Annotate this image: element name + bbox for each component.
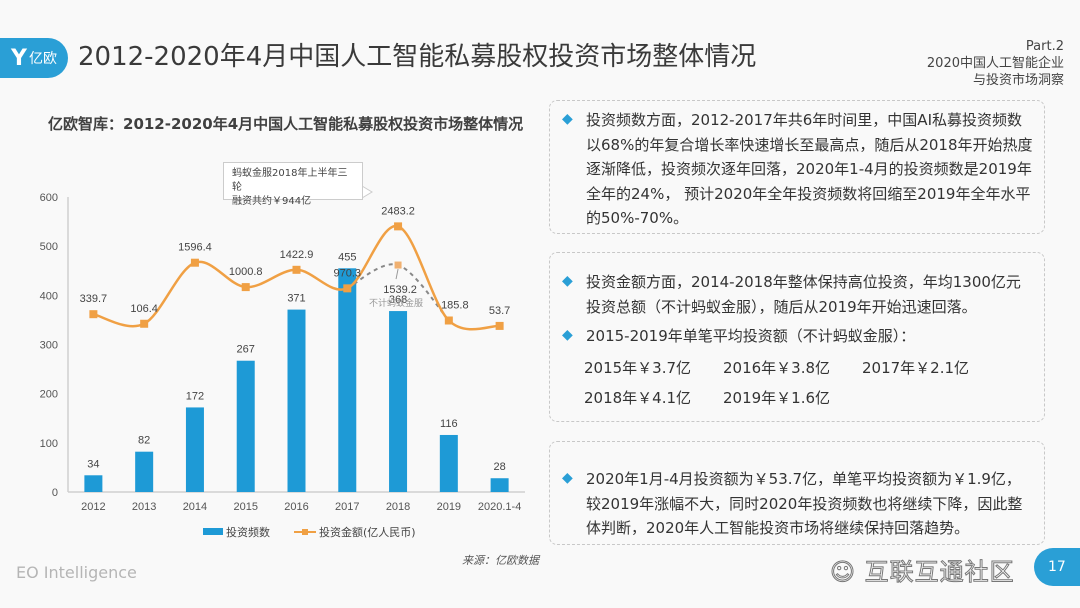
amount-marker bbox=[394, 222, 403, 231]
y-tick-label: 400 bbox=[40, 290, 58, 302]
y-tick-label: 100 bbox=[40, 438, 58, 450]
x-tick-label: 2015 bbox=[233, 501, 257, 513]
legend-bar-label: 投资频数 bbox=[226, 525, 270, 539]
bar bbox=[135, 451, 154, 492]
bar-value-label: 82 bbox=[138, 435, 150, 447]
y-tick-label: 200 bbox=[40, 389, 58, 401]
part-line-2: 与投资市场洞察 bbox=[972, 73, 1064, 88]
bar bbox=[185, 407, 204, 492]
bar-value-label: 172 bbox=[186, 390, 204, 402]
bar-value-label: 455 bbox=[338, 251, 356, 263]
part-line-1: 2020中国人工智能企业 bbox=[926, 56, 1064, 71]
amount-marker bbox=[444, 316, 453, 325]
avg-heading: 2015-2019年单笔平均投资额（不计蚂蚁金服）： bbox=[586, 327, 916, 345]
insight-panel-amount: ◆ 投资金额方面，2014-2018年整体保持高位投资，年均1300亿元投资总额… bbox=[549, 252, 1045, 422]
x-tick-label: 2019 bbox=[437, 501, 461, 513]
bar bbox=[236, 360, 255, 492]
section-label: Part.2 2020中国人工智能企业 与投资市场洞察 bbox=[927, 38, 1064, 89]
callout-line-2: 融资共约￥944亿 bbox=[232, 196, 312, 207]
x-tick-label: 2017 bbox=[335, 501, 359, 513]
bar bbox=[84, 475, 103, 492]
excl-ant-value-label: 1539.2 bbox=[383, 284, 417, 296]
avg-2019: 2019年￥1.6亿 bbox=[723, 389, 831, 407]
bar-value-label: 371 bbox=[287, 293, 305, 305]
amount-text: 投资金额方面，2014-2018年整体保持高位投资，年均1300亿元投资总额（不… bbox=[586, 273, 1021, 316]
watermark: ☺ 互联互通社区 bbox=[830, 552, 1015, 587]
avg-2018: 2018年￥4.1亿 bbox=[584, 389, 692, 407]
bar bbox=[490, 478, 509, 492]
bar-value-label: 116 bbox=[440, 418, 458, 430]
amount-marker bbox=[140, 319, 149, 328]
legend-line-marker bbox=[302, 529, 308, 535]
amount-value-label: 1596.4 bbox=[178, 242, 212, 254]
amount-value-label: 1422.9 bbox=[280, 249, 314, 261]
x-tick-label: 2018 bbox=[386, 501, 410, 513]
frequency-text: 投资频数方面，2012-2017年共6年时间里，中国AI私募投资频数以68%的年… bbox=[586, 111, 1033, 227]
y-tick-label: 600 bbox=[40, 192, 58, 204]
combo-chart: 0 100 200 300 400 500 600 2012 2013 2014 2015 2016 2… bbox=[40, 185, 525, 539]
avg-row-2: 2018年￥4.1亿 2019年￥1.6亿 bbox=[584, 387, 862, 408]
bar-value-label: 34 bbox=[87, 458, 99, 470]
legend-line-label: 投资金额(亿人民币) bbox=[319, 525, 416, 539]
bar-value-label: 28 bbox=[493, 461, 505, 473]
avg-2015: 2015年￥3.7亿 bbox=[584, 359, 692, 377]
yiou-logo: Y 亿欧 bbox=[0, 38, 68, 78]
page-number: 17 bbox=[1034, 548, 1080, 586]
logo-icon: Y bbox=[11, 45, 27, 71]
outlook-text: 2020年1月-4月投资额为￥53.7亿，单笔平均投资额为￥1.9亿，较2019… bbox=[586, 470, 1023, 537]
insight-panel-2020: ◆ 2020年1月-4月投资额为￥53.7亿，单笔平均投资额为￥1.9亿，较20… bbox=[549, 441, 1045, 545]
excl-ant-leader bbox=[395, 268, 399, 280]
amount-value-label: 1000.8 bbox=[229, 266, 263, 278]
source-note: 来源：亿欧数据 bbox=[462, 554, 539, 567]
amount-value-label: 53.7 bbox=[489, 305, 510, 317]
part-label: Part.2 bbox=[1025, 39, 1064, 54]
amount-value-label: 970.3 bbox=[334, 267, 362, 279]
amount-marker bbox=[241, 283, 250, 292]
amount-value-label: 339.7 bbox=[80, 293, 108, 305]
ant-financial-callout: 蚂蚁金服2018年上半年三轮 融资共约￥944亿 bbox=[223, 162, 363, 207]
wechat-icon: ☺ bbox=[830, 558, 865, 587]
insight-panel-frequency: ◆ 投资频数方面，2012-2017年共6年时间里，中国AI私募投资频数以68%… bbox=[549, 100, 1045, 234]
amount-marker bbox=[190, 258, 199, 267]
y-tick-label: 300 bbox=[40, 340, 58, 352]
y-tick-label: 500 bbox=[40, 241, 58, 253]
page-title: 2012-2020年4月中国人工智能私募股权投资市场整体情况 bbox=[78, 42, 757, 72]
amount-marker bbox=[292, 265, 301, 274]
amount-value-label: 2483.2 bbox=[381, 205, 415, 217]
excl-ant-marker bbox=[394, 261, 402, 269]
bar bbox=[439, 434, 458, 492]
chart-title: 亿欧智库：2012-2020年4月中国人工智能私募股权投资市场整体情况 bbox=[48, 115, 524, 133]
diamond-bullet-icon: ◆ bbox=[562, 470, 573, 486]
footer-brand: EO Intelligence bbox=[16, 563, 137, 582]
bar bbox=[389, 311, 408, 492]
x-tick-label: 2012 bbox=[81, 501, 105, 513]
amount-marker bbox=[343, 284, 352, 293]
legend-bar-swatch bbox=[203, 528, 223, 535]
diamond-bullet-icon: ◆ bbox=[562, 273, 573, 289]
avg-2016: 2016年￥3.8亿 bbox=[723, 359, 831, 377]
diamond-bullet-icon: ◆ bbox=[562, 111, 573, 127]
amount-marker bbox=[495, 321, 504, 330]
amount-value-label: 106.4 bbox=[130, 303, 158, 315]
amount-marker bbox=[89, 310, 98, 319]
logo-text: 亿欧 bbox=[28, 51, 57, 67]
callout-line-1: 蚂蚁金服2018年上半年三轮 bbox=[232, 168, 348, 193]
bar bbox=[338, 268, 357, 492]
avg-row-1: 2015年￥3.7亿 2016年￥3.8亿 2017年￥2.1亿 bbox=[584, 357, 1001, 378]
x-tick-label: 2014 bbox=[183, 501, 207, 513]
x-tick-label: 2020.1-4 bbox=[478, 501, 521, 513]
excl-ant-caption: 不计蚂蚁金服 bbox=[369, 297, 423, 309]
bar bbox=[287, 309, 306, 492]
bar-value-label: 368 bbox=[389, 294, 407, 306]
y-tick-label: 0 bbox=[52, 487, 58, 499]
avg-2017: 2017年￥2.1亿 bbox=[862, 359, 970, 377]
watermark-text: 互联互通社区 bbox=[864, 558, 1015, 587]
x-tick-label: 2013 bbox=[132, 501, 156, 513]
diamond-bullet-icon: ◆ bbox=[562, 327, 573, 343]
amount-value-label: 185.8 bbox=[441, 299, 469, 311]
bar-value-label: 267 bbox=[237, 344, 255, 356]
x-tick-label: 2016 bbox=[284, 501, 308, 513]
callout-pointer bbox=[361, 185, 373, 199]
